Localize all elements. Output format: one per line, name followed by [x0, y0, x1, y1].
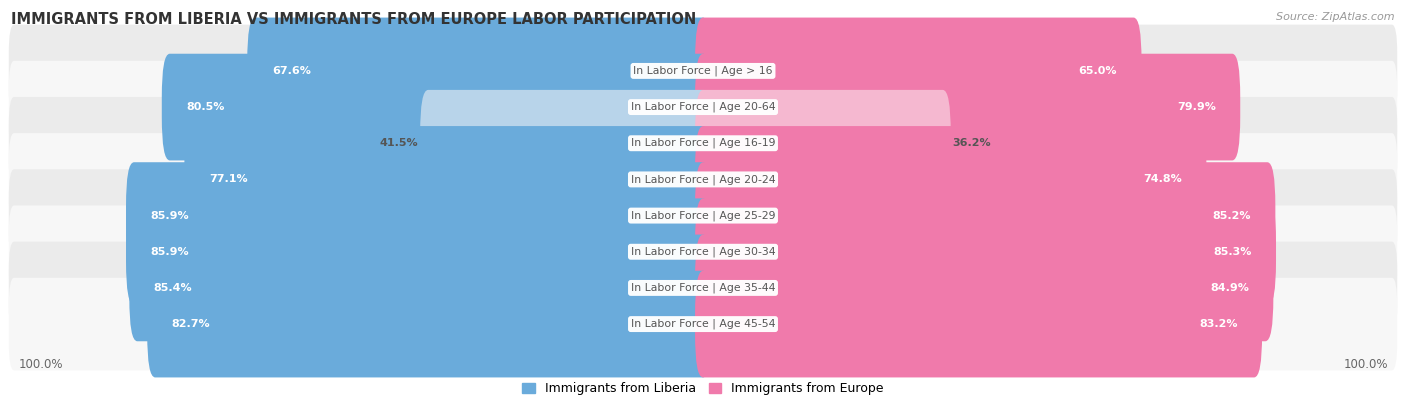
FancyBboxPatch shape: [695, 162, 1275, 269]
FancyBboxPatch shape: [695, 54, 1240, 160]
FancyBboxPatch shape: [695, 271, 1263, 378]
Legend: Immigrants from Liberia, Immigrants from Europe: Immigrants from Liberia, Immigrants from…: [523, 382, 883, 395]
FancyBboxPatch shape: [8, 97, 1398, 190]
Text: 67.6%: 67.6%: [271, 66, 311, 76]
Text: 41.5%: 41.5%: [380, 138, 418, 148]
FancyBboxPatch shape: [695, 198, 1277, 305]
Text: 85.4%: 85.4%: [153, 283, 193, 293]
FancyBboxPatch shape: [247, 17, 711, 124]
FancyBboxPatch shape: [695, 90, 950, 197]
Text: 74.8%: 74.8%: [1143, 175, 1182, 184]
Text: In Labor Force | Age 16-19: In Labor Force | Age 16-19: [631, 138, 775, 149]
Text: Source: ZipAtlas.com: Source: ZipAtlas.com: [1277, 12, 1395, 22]
Text: In Labor Force | Age 20-24: In Labor Force | Age 20-24: [631, 174, 775, 185]
FancyBboxPatch shape: [8, 205, 1398, 298]
Text: IMMIGRANTS FROM LIBERIA VS IMMIGRANTS FROM EUROPE LABOR PARTICIPATION: IMMIGRANTS FROM LIBERIA VS IMMIGRANTS FR…: [11, 12, 696, 27]
Text: 83.2%: 83.2%: [1199, 319, 1237, 329]
FancyBboxPatch shape: [129, 235, 711, 341]
Text: 77.1%: 77.1%: [209, 175, 247, 184]
Text: 80.5%: 80.5%: [186, 102, 225, 112]
FancyBboxPatch shape: [8, 133, 1398, 226]
FancyBboxPatch shape: [127, 198, 711, 305]
Text: 82.7%: 82.7%: [172, 319, 211, 329]
Text: 85.9%: 85.9%: [150, 211, 190, 220]
Text: 65.0%: 65.0%: [1078, 66, 1116, 76]
Text: 85.2%: 85.2%: [1212, 211, 1251, 220]
FancyBboxPatch shape: [184, 126, 711, 233]
Text: 79.9%: 79.9%: [1177, 102, 1216, 112]
Text: In Labor Force | Age 45-54: In Labor Force | Age 45-54: [631, 319, 775, 329]
FancyBboxPatch shape: [8, 24, 1398, 117]
Text: 36.2%: 36.2%: [953, 138, 991, 148]
FancyBboxPatch shape: [8, 169, 1398, 262]
Text: 85.9%: 85.9%: [150, 247, 190, 257]
FancyBboxPatch shape: [420, 90, 711, 197]
Text: 84.9%: 84.9%: [1211, 283, 1249, 293]
FancyBboxPatch shape: [127, 162, 711, 269]
Text: In Labor Force | Age > 16: In Labor Force | Age > 16: [633, 66, 773, 76]
FancyBboxPatch shape: [695, 126, 1206, 233]
FancyBboxPatch shape: [162, 54, 711, 160]
Text: In Labor Force | Age 30-34: In Labor Force | Age 30-34: [631, 246, 775, 257]
FancyBboxPatch shape: [148, 271, 711, 378]
FancyBboxPatch shape: [8, 61, 1398, 153]
FancyBboxPatch shape: [695, 235, 1274, 341]
FancyBboxPatch shape: [8, 242, 1398, 334]
Text: In Labor Force | Age 20-64: In Labor Force | Age 20-64: [631, 102, 775, 112]
FancyBboxPatch shape: [8, 278, 1398, 371]
Text: 85.3%: 85.3%: [1213, 247, 1251, 257]
FancyBboxPatch shape: [695, 17, 1142, 124]
Text: In Labor Force | Age 35-44: In Labor Force | Age 35-44: [631, 283, 775, 293]
Text: In Labor Force | Age 25-29: In Labor Force | Age 25-29: [631, 210, 775, 221]
